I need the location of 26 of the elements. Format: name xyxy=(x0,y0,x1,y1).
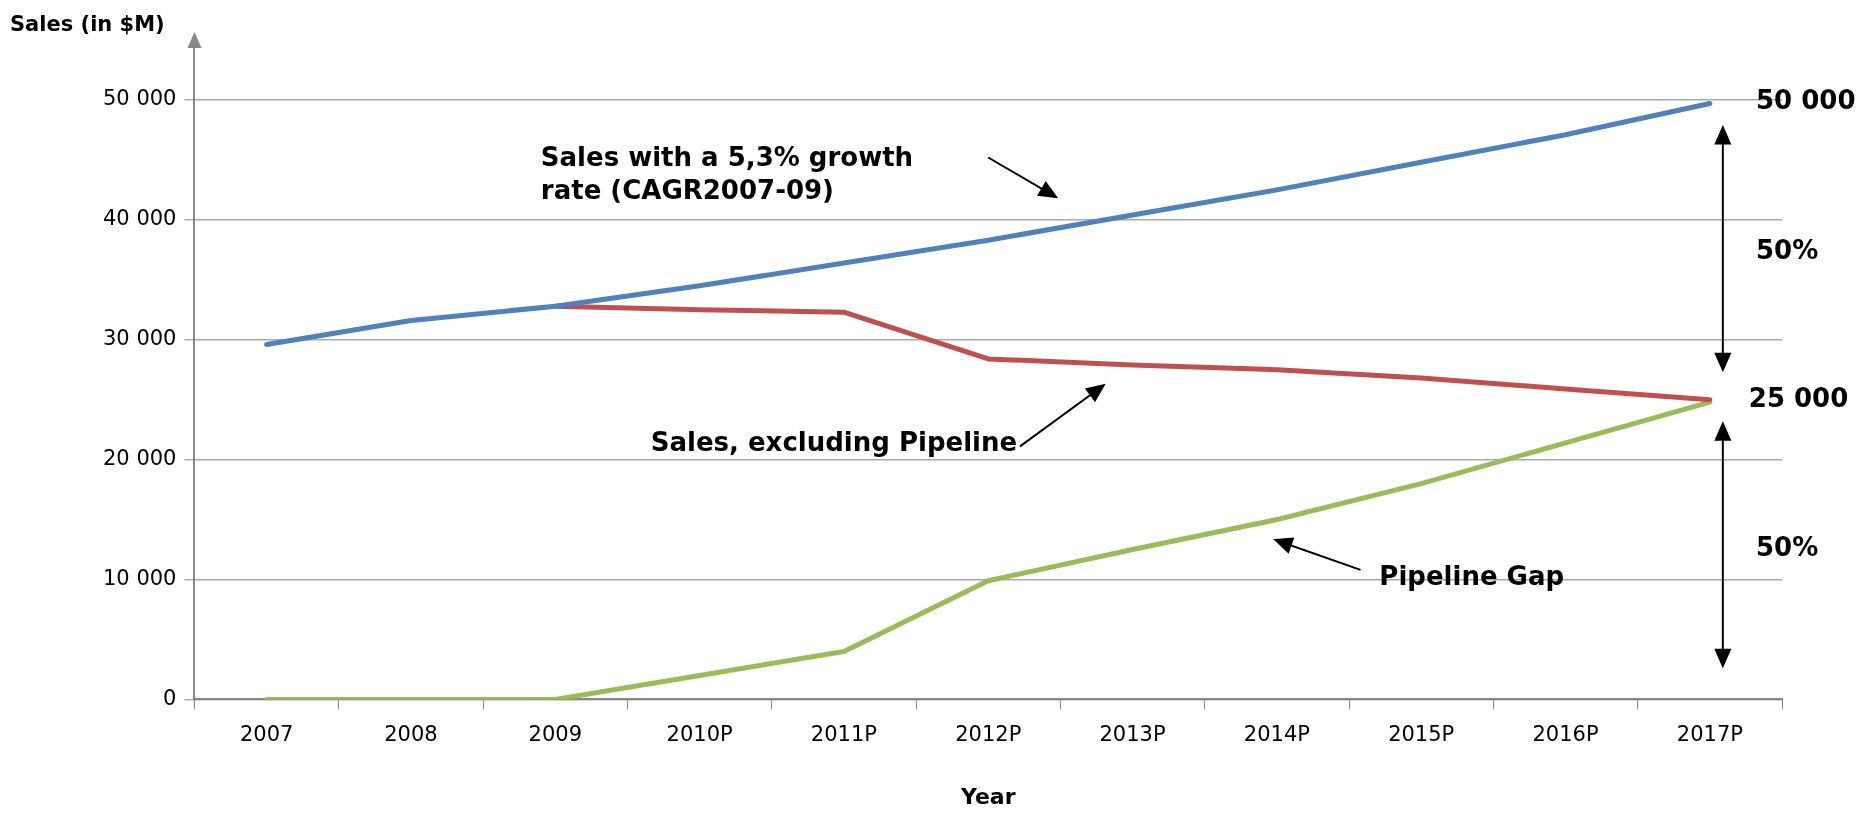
x-tick-label: 2011P xyxy=(810,722,877,747)
x-tick-label: 2010P xyxy=(666,722,733,747)
x-tick-label: 2016P xyxy=(1532,722,1599,747)
y-tick-label: 10 000 xyxy=(103,565,177,590)
y-tick-label: 20 000 xyxy=(103,446,177,471)
x-tick-label: 2015P xyxy=(1388,722,1455,747)
annotation: 50 000 xyxy=(1756,83,1856,117)
x-tick-label: 2017P xyxy=(1676,722,1743,747)
annotation: 25 000 xyxy=(1748,381,1849,415)
annotation: Pipeline Gap xyxy=(1379,559,1565,593)
x-tick-label: 2007 xyxy=(239,722,294,747)
y-tick-label: 50 000 xyxy=(103,86,177,111)
annotation: Sales with a 5,3% growth rate (CAGR2007-09) xyxy=(540,141,915,208)
x-tick-label: 2012P xyxy=(955,722,1022,747)
y-axis-title: Sales (in $M) xyxy=(10,12,165,36)
annotation: 50% xyxy=(1756,233,1819,267)
annotation: Sales, excluding Pipeline xyxy=(650,425,1018,459)
y-tick-label: 30 000 xyxy=(103,326,177,351)
annotation: 50% xyxy=(1756,530,1819,564)
y-tick-label: 40 000 xyxy=(103,206,177,231)
x-tick-label: 2009 xyxy=(528,722,583,747)
y-tick-label: 0 xyxy=(163,685,177,710)
x-tick-label: 2008 xyxy=(384,722,438,747)
x-tick-label: 2014P xyxy=(1243,722,1310,747)
x-axis-title: Year xyxy=(959,783,1016,809)
x-tick-label: 2013P xyxy=(1099,722,1166,747)
